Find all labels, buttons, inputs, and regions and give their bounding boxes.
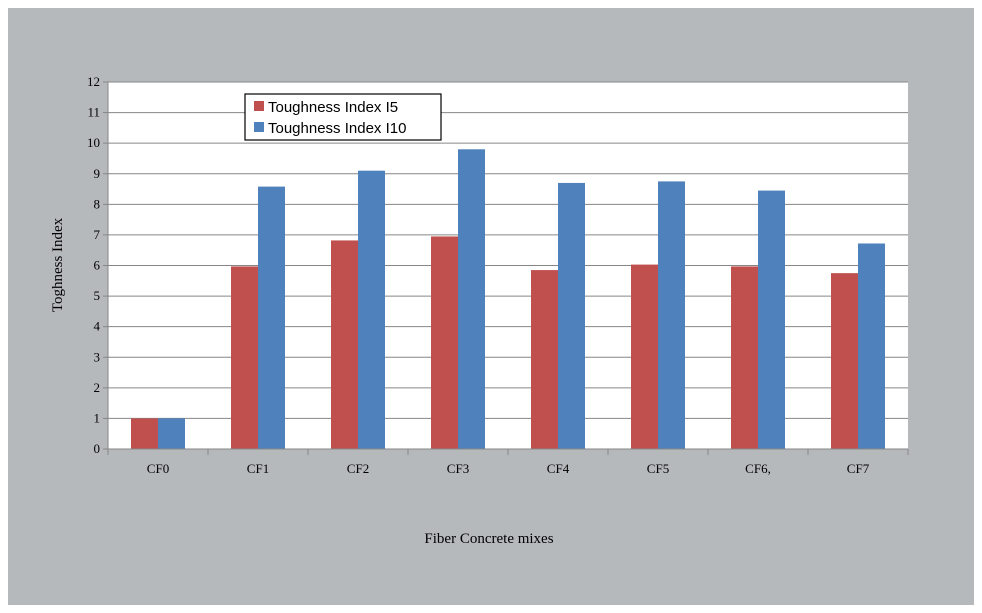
- bar-i5-cf5: [631, 264, 658, 449]
- x-tick-label: CF3: [447, 461, 469, 476]
- bar-i5-cf3: [431, 236, 458, 449]
- legend-label-i5: Toughness Index I5: [268, 99, 398, 116]
- x-tick-label: CF0: [147, 461, 169, 476]
- bar-i10-cf4: [558, 182, 585, 450]
- bar-i5-cf7: [831, 273, 858, 449]
- y-tick-label: 3: [94, 349, 101, 364]
- bars: [131, 149, 885, 450]
- y-tick-label: 12: [87, 74, 100, 89]
- x-tick-label: CF7: [847, 461, 870, 476]
- bar-i10-cf6: [758, 190, 785, 449]
- x-tick-label: CF5: [647, 461, 669, 476]
- x-axis-title: Fiber Concrete mixes: [424, 531, 553, 547]
- bar-i10-cf1: [258, 186, 285, 449]
- y-tick-label: 8: [94, 196, 101, 211]
- legend-label-i10: Toughness Index I10: [268, 120, 406, 137]
- y-tick-label: 10: [87, 135, 100, 150]
- x-tick-label: CF6,: [745, 461, 771, 476]
- bar-i5-cf0: [131, 418, 158, 449]
- x-tick-label: CF4: [547, 461, 570, 476]
- chart-background: 0 1 2 3 4 5 6 7 8 9 10 11 12 CF0 CF1 CF2 CF3 CF4 CF5 CF6, C…: [8, 8, 974, 605]
- legend: Toughness Index I5 Toughness Index I10: [244, 93, 442, 141]
- legend-swatch-i10: [254, 122, 264, 132]
- y-tick-label: 4: [94, 319, 101, 334]
- bar-i10-cf0: [158, 418, 185, 449]
- x-axis-ticks: CF0 CF1 CF2 CF3 CF4 CF5 CF6, CF7: [107, 449, 909, 476]
- y-axis-title: Toghness Index: [50, 217, 66, 312]
- y-tick-label: 7: [94, 227, 101, 242]
- bar-i5-cf2: [331, 240, 358, 449]
- legend-swatch-i5: [254, 101, 264, 111]
- bar-i10-cf5: [658, 181, 685, 450]
- x-tick-label: CF1: [247, 461, 269, 476]
- x-tick-label: CF2: [347, 461, 369, 476]
- bar-i5-cf6: [731, 266, 758, 449]
- bar-i10-cf2: [358, 170, 385, 450]
- y-tick-label: 2: [94, 380, 101, 395]
- bar-i5-cf4: [531, 270, 558, 449]
- bar-i5-cf1: [231, 266, 258, 449]
- legend-box: [244, 93, 442, 141]
- y-tick-label: 6: [94, 258, 101, 273]
- y-tick-label: 0: [94, 441, 101, 456]
- y-tick-label: 9: [94, 166, 101, 181]
- y-tick-label: 1: [94, 410, 101, 425]
- y-tick-label: 5: [94, 288, 101, 303]
- y-tick-label: 11: [87, 105, 100, 120]
- bar-i10-cf3: [458, 149, 485, 450]
- bar-i10-cf7: [858, 243, 885, 449]
